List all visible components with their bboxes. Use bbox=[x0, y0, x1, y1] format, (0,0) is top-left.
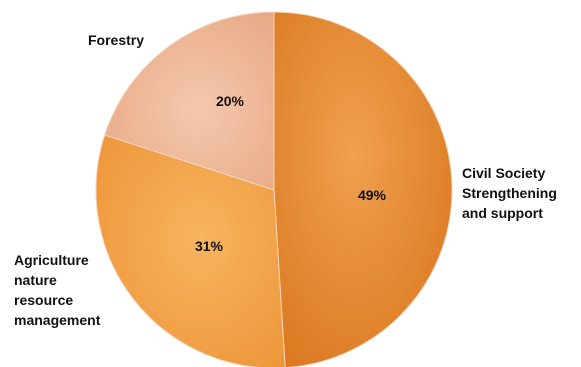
category-label-civil-society: Civil Society Strengthening and support bbox=[462, 165, 557, 221]
category-label-line: Strengthening bbox=[462, 185, 557, 201]
slices-layer bbox=[95, 11, 453, 367]
pie-slice-civil-society bbox=[273, 11, 453, 367]
category-label-line: resource bbox=[14, 292, 73, 308]
category-label-forestry: Forestry bbox=[88, 32, 144, 48]
labels-layer: 49% 31% 20% Civil Society Strengthening and s… bbox=[14, 32, 557, 328]
category-label-line: Civil Society bbox=[462, 165, 545, 181]
category-label-line: management bbox=[14, 312, 101, 328]
category-label-line: and support bbox=[462, 205, 543, 221]
data-label-forestry: 20% bbox=[216, 93, 245, 109]
category-label-line: Forestry bbox=[88, 32, 144, 48]
category-label-agriculture: Agriculture nature resource management bbox=[14, 252, 101, 328]
data-label-civil-society: 49% bbox=[358, 187, 387, 203]
pie-slice-forestry bbox=[104, 11, 275, 191]
category-label-line: Agriculture bbox=[14, 252, 89, 268]
category-label-line: nature bbox=[14, 272, 57, 288]
pie-slice-agriculture bbox=[95, 134, 286, 367]
data-label-agriculture: 31% bbox=[195, 238, 224, 254]
